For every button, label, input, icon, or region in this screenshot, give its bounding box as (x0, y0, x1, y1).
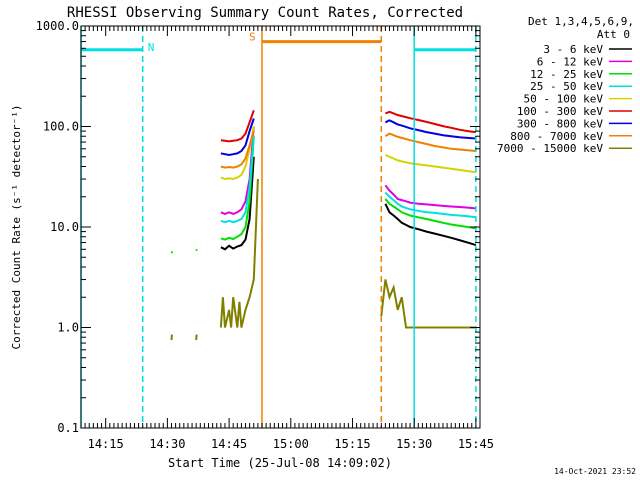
series-segment (219, 178, 259, 328)
x-tick-label: 15:15 (334, 437, 370, 451)
series-segment (384, 154, 477, 174)
series-segment (220, 118, 255, 157)
series-line (220, 109, 477, 143)
legend-entry-label: 6 - 12 keV (537, 55, 604, 68)
series-segment (220, 156, 255, 251)
y-tick-label: 100.0 (43, 120, 79, 134)
series-line (220, 126, 477, 181)
flag-label: S (249, 31, 256, 44)
series-segment (220, 136, 255, 241)
series-segment (220, 130, 255, 169)
series-segment (385, 110, 477, 134)
legend-entry-label: 3 - 6 keV (543, 43, 603, 56)
series-segment (384, 198, 477, 230)
attenuator-flags: NS (81, 31, 476, 54)
series-line (220, 126, 476, 215)
x-axis: 14:15 14:30 14:45 15:00 15:15 15:30 15:45 (80, 26, 494, 451)
y-tick-label: 1000.0 (36, 19, 79, 33)
series-segment (195, 248, 198, 252)
y-tick-label: 1.0 (57, 321, 79, 335)
legend-header-line-2: Att 0 (597, 28, 630, 41)
series-line (220, 156, 477, 251)
plot-frame (80, 25, 481, 429)
series-line (170, 136, 477, 254)
series-line (220, 118, 476, 157)
state-markers (80, 26, 477, 428)
x-tick-label: 14:30 (149, 437, 185, 451)
series-segment (384, 203, 477, 247)
series-line (170, 178, 476, 341)
series-segment (220, 136, 255, 224)
legend-entry-label: 300 - 800 keV (517, 117, 603, 130)
series-segment (380, 279, 476, 329)
series-segment (220, 126, 255, 181)
y-axis-label: Corrected Count Rate (s⁻¹ detector⁻¹) (10, 104, 23, 349)
x-tick-label: 15:00 (273, 437, 309, 451)
x-tick-label: 15:30 (396, 437, 432, 451)
legend-entry-label: 800 - 7000 keV (510, 130, 603, 143)
series-segment (384, 119, 476, 140)
series-segment (220, 126, 255, 215)
timestamp-stamp: 14-Oct-2021 23:52 (554, 467, 636, 476)
data-series (170, 109, 477, 341)
legend-entry-label: 7000 - 15000 keV (497, 142, 603, 155)
y-tick-label: 10.0 (50, 220, 79, 234)
series-segment (170, 251, 174, 254)
chart-title: RHESSI Observing Summary Count Rates, Co… (67, 5, 463, 21)
series-segment (220, 109, 255, 143)
legend-entry-label: 25 - 50 keV (530, 80, 603, 93)
x-axis-label: Start Time (25-Jul-08 14:09:02) (168, 456, 392, 470)
series-segment (384, 132, 476, 152)
series-segment (384, 184, 476, 210)
legend-entry-label: 50 - 100 keV (524, 93, 604, 106)
legend-entry-label: 100 - 300 keV (517, 105, 603, 118)
y-tick-label: 0.1 (57, 421, 79, 435)
x-tick-label: 14:15 (88, 437, 124, 451)
series-line (220, 136, 477, 224)
x-tick-label: 14:45 (211, 437, 247, 451)
x-tick-label: 15:45 (458, 437, 494, 451)
series-line (220, 130, 476, 169)
legend-entry-label: 12 - 25 keV (530, 68, 603, 81)
series-segment (384, 191, 477, 219)
flag-label: N (148, 41, 155, 54)
legend-header-line-1: Det 1,3,4,5,6,9, (528, 15, 634, 28)
